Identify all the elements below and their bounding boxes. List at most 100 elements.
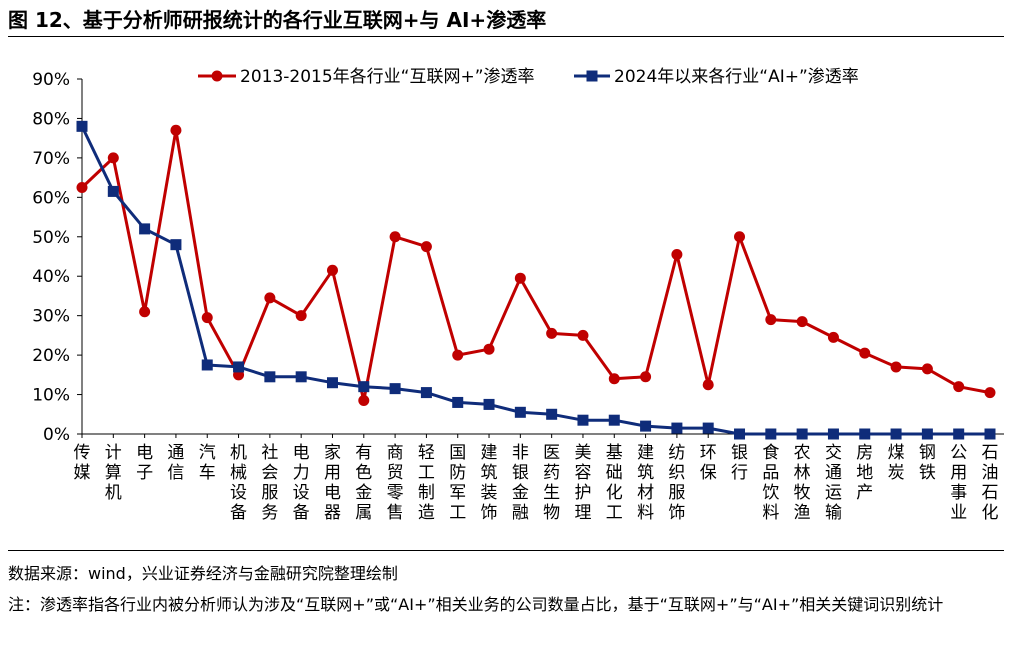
- x-tick-label: 非银金融: [512, 443, 529, 523]
- line-chart: 0% 10% 20% 30% 40% 50% 60% 70% 80% 90% 传媒计算机电子通信汽车…: [32, 67, 1004, 523]
- x-tick-label: 家用电器: [324, 443, 341, 523]
- x-tick-label: 食品饮料: [762, 443, 779, 523]
- source-text: 数据来源：wind，兴业证券经济与金融研究院整理绘制: [8, 564, 398, 583]
- x-tick-label: 医药生物: [543, 443, 560, 523]
- series-1-point: [483, 343, 495, 355]
- y-tick-label: 0%: [43, 425, 70, 445]
- series-2-point: [107, 185, 119, 197]
- series-1-point: [514, 272, 526, 284]
- title-rule: [8, 36, 1004, 37]
- series-1-point: [201, 312, 213, 324]
- series-1-point: [76, 181, 88, 193]
- y-tick-label: 90%: [32, 70, 70, 90]
- series-2-point: [420, 387, 432, 399]
- y-tick-label: 30%: [32, 307, 70, 327]
- chart-axes: 0% 10% 20% 30% 40% 50% 60% 70% 80% 90% 传媒计算机电子通信汽车…: [32, 70, 1004, 523]
- series-1-point: [953, 381, 965, 393]
- series-1-point: [796, 316, 808, 328]
- series-1-point: [358, 394, 370, 406]
- series-2-point: [765, 428, 777, 440]
- series-1-point: [546, 327, 558, 339]
- series-1-point: [139, 306, 151, 318]
- series-2-point: [671, 422, 683, 434]
- note-text: 注：渗透率指各行业内被分析师认为涉及“互联网+”或“AI+”相关业务的公司数量占…: [8, 595, 944, 614]
- series-2-point: [859, 428, 871, 440]
- x-tick-label: 有色金属: [355, 443, 372, 523]
- series-1-point: [326, 264, 338, 276]
- x-tick-label: 机械设备: [230, 443, 247, 523]
- series-1-point: [640, 371, 652, 383]
- series-1-point: [671, 249, 683, 261]
- series-1-point: [170, 124, 182, 136]
- x-tick-label: 房地产: [856, 443, 873, 503]
- series-2-point: [827, 428, 839, 440]
- footer-rule: [8, 550, 1004, 551]
- series-2-point: [483, 398, 495, 410]
- x-tick-label: 电力设备: [293, 443, 310, 523]
- x-tick-label: 公用事业: [950, 443, 967, 523]
- series-2-point: [734, 428, 746, 440]
- x-tick-label: 石油石化: [982, 443, 999, 523]
- x-tick-label: 轻工制造: [418, 443, 435, 523]
- series-2-point: [76, 120, 88, 132]
- chart-lines: [76, 120, 996, 440]
- series-2-point: [953, 428, 965, 440]
- series-1-point: [389, 231, 401, 243]
- x-tick-label: 环保: [700, 443, 717, 483]
- series-1-point: [734, 231, 746, 243]
- x-tick-label: 纺织服饰: [668, 443, 685, 523]
- series-line-2: [80, 125, 990, 436]
- x-tick-label: 国防军工: [449, 443, 466, 523]
- x-tick-label: 煤炭: [888, 443, 905, 483]
- legend-swatch-marker: [586, 70, 598, 82]
- series-2-point: [295, 371, 307, 383]
- series-1-point: [859, 347, 871, 359]
- series-1-point: [984, 387, 996, 399]
- series-2-point: [139, 223, 151, 235]
- series-2-point: [921, 428, 933, 440]
- y-tick-label: 50%: [32, 228, 70, 248]
- series-2-point: [546, 408, 558, 420]
- series-2-point: [264, 371, 276, 383]
- series-1-point: [577, 329, 589, 341]
- x-tick-label: 农林牧渔: [794, 443, 811, 523]
- series-2-point: [577, 414, 589, 426]
- series-1-point: [921, 363, 933, 375]
- x-tick-label: 基础化工: [606, 443, 623, 523]
- x-tick-label: 汽车: [199, 443, 216, 483]
- series-2-point: [452, 396, 464, 408]
- series-2-point: [640, 420, 652, 432]
- series-2-point: [514, 406, 526, 418]
- series-1-point: [890, 361, 902, 373]
- series-1-point: [107, 152, 119, 164]
- x-tick-label: 钢铁: [919, 443, 936, 483]
- series-2-point: [358, 381, 370, 393]
- x-tick-label: 通信: [167, 443, 184, 483]
- legend-swatch-marker: [211, 70, 223, 82]
- series-2-point: [389, 383, 401, 395]
- x-tick-label: 交通运输: [825, 443, 842, 523]
- y-tick-label: 70%: [32, 149, 70, 169]
- series-line-1: [80, 128, 991, 402]
- series-1-point: [452, 349, 464, 361]
- series-1-point: [608, 373, 620, 385]
- series-2-point: [608, 414, 620, 426]
- series-2-point: [796, 428, 808, 440]
- series-2-point: [326, 377, 338, 389]
- series-2-point: [201, 359, 213, 371]
- series-1-point: [765, 314, 777, 326]
- x-tick-label: 建筑装饰: [481, 443, 498, 523]
- series-1-point: [295, 310, 307, 322]
- y-tick-label: 40%: [32, 267, 70, 287]
- series-1-point: [264, 292, 276, 304]
- y-tick-label: 20%: [32, 346, 70, 366]
- series-2-point: [702, 422, 714, 434]
- y-tick-label: 10%: [32, 386, 70, 406]
- legend-label: 2024年以来各行业“AI+”渗透率: [614, 67, 859, 87]
- x-tick-label: 计算机: [105, 443, 122, 503]
- x-tick-label: 美容护理: [574, 443, 591, 523]
- x-tick-label: 传媒: [74, 443, 91, 483]
- x-tick-label: 建筑材料: [637, 443, 654, 523]
- x-tick-label: 商贸零售: [387, 443, 404, 523]
- y-tick-label: 60%: [32, 188, 70, 208]
